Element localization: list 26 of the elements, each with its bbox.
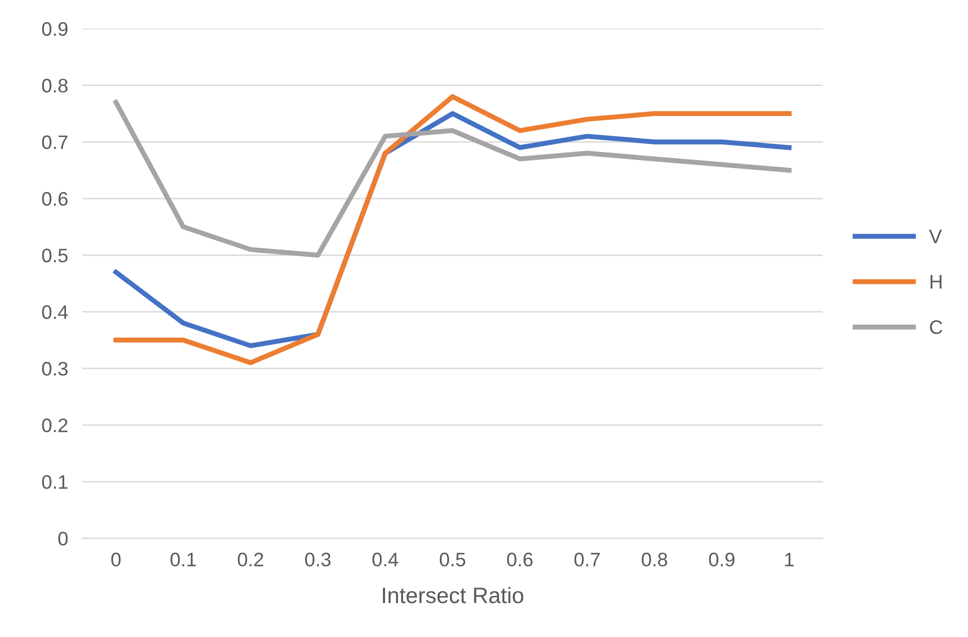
x-tick-label: 0.7 <box>574 552 600 566</box>
y-tick-label: 0.1 <box>42 475 68 489</box>
line-series <box>114 100 792 258</box>
y-tick-label: 0.2 <box>42 418 68 432</box>
x-tick-label: 0.9 <box>709 552 734 566</box>
x-tick-label: 0.4 <box>372 552 398 566</box>
legend-label: H <box>930 275 942 288</box>
y-tick-label: 0.9 <box>42 22 68 36</box>
legend-label: V <box>929 230 942 244</box>
x-tick-label: 0.3 <box>305 552 331 566</box>
y-tick-label: 0.5 <box>42 248 68 262</box>
y-tick-label: 0.3 <box>42 362 68 376</box>
legend-label: C <box>930 320 942 334</box>
y-tick-label: 0 <box>58 532 68 546</box>
y-tick-label: 0.6 <box>42 192 68 206</box>
x-tick-label: 0 <box>111 552 121 566</box>
x-tick-label: 0.8 <box>642 552 668 566</box>
x-tick-label: 0.1 <box>170 552 196 566</box>
x-axis-title: Intersect Ratio <box>382 586 524 604</box>
x-tick-label: 0.2 <box>238 552 264 566</box>
y-tick-label: 0.4 <box>42 305 68 320</box>
y-tick-label: 0.7 <box>42 135 68 150</box>
x-tick-label: 0.6 <box>507 552 533 566</box>
x-tick-label: 1 <box>785 552 794 566</box>
x-tick-label: 0.5 <box>440 552 466 566</box>
y-tick-label: 0.8 <box>42 78 68 93</box>
